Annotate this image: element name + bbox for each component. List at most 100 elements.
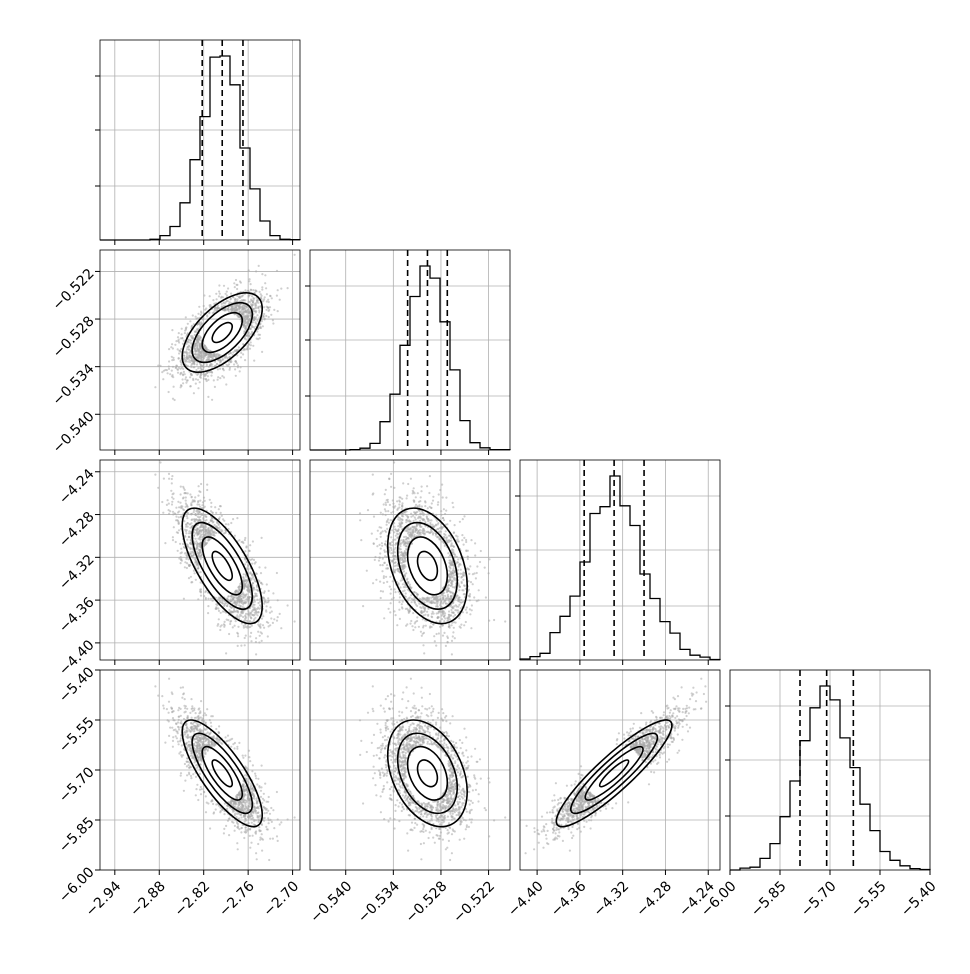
scatter-point <box>243 330 245 332</box>
scatter-point <box>439 598 441 600</box>
scatter-point <box>409 623 411 625</box>
scatter-point <box>401 522 403 524</box>
scatter-point <box>463 572 465 574</box>
scatter-point <box>222 610 224 612</box>
scatter-point <box>195 518 197 520</box>
scatter-point <box>380 536 382 538</box>
scatter-point <box>376 538 378 540</box>
scatter-point <box>444 595 446 597</box>
scatter-point <box>239 300 241 302</box>
scatter-point <box>200 513 202 515</box>
scatter-point <box>405 545 407 547</box>
scatter-point <box>259 337 261 339</box>
scatter-point <box>450 573 452 575</box>
scatter-point <box>167 372 169 374</box>
scatter-point <box>410 516 412 518</box>
scatter-point <box>205 811 207 813</box>
scatter-point <box>445 497 447 499</box>
scatter-point <box>236 517 238 519</box>
scatter-point <box>205 530 207 532</box>
scatter-point <box>396 537 398 539</box>
scatter-point <box>187 379 189 381</box>
scatter-point <box>249 596 251 598</box>
scatter-point <box>256 301 258 303</box>
scatter-point <box>183 357 185 359</box>
scatter-point <box>214 365 216 367</box>
scatter-point <box>262 325 264 327</box>
scatter-point <box>264 590 266 592</box>
panel-content <box>154 663 295 861</box>
scatter-point <box>255 637 257 639</box>
scatter-point <box>428 597 430 599</box>
scatter-point <box>277 840 279 842</box>
scatter-point <box>444 513 446 515</box>
scatter-point <box>445 510 447 512</box>
scatter-point <box>412 629 414 631</box>
scatter-point <box>204 526 206 528</box>
scatter-point <box>440 600 442 602</box>
scatter-point <box>431 502 433 504</box>
scatter-point <box>178 521 180 523</box>
scatter-point <box>433 635 435 637</box>
scatter-point <box>175 519 177 521</box>
scatter-point <box>179 350 181 352</box>
scatter-point <box>210 364 212 366</box>
scatter-point <box>442 598 444 600</box>
scatter-point <box>219 368 221 370</box>
scatter-point <box>372 492 374 494</box>
scatter-point <box>399 496 401 498</box>
scatter-point <box>229 298 231 300</box>
scatter-point <box>393 507 395 509</box>
scatter-point <box>208 538 210 540</box>
scatter-point <box>195 538 197 540</box>
scatter-point <box>180 552 182 554</box>
scatter-point <box>255 613 257 615</box>
scatter-point <box>172 511 174 513</box>
scatter-point <box>194 572 196 574</box>
scatter-point <box>239 583 241 585</box>
scatter-point <box>212 600 214 602</box>
scatter-point <box>401 562 403 564</box>
scatter-point <box>178 506 180 508</box>
scatter-point <box>172 536 174 538</box>
scatter-point <box>261 765 263 767</box>
scatter-point <box>399 586 401 588</box>
scatter-point <box>268 625 270 627</box>
scatter-point <box>402 583 404 585</box>
scatter-point <box>422 518 424 520</box>
scatter-point <box>179 502 181 504</box>
scatter-point <box>180 486 182 488</box>
scatter-point <box>242 606 244 608</box>
scatter-point <box>437 501 439 503</box>
scatter-point <box>453 627 455 629</box>
scatter-point <box>241 306 243 308</box>
scatter-point <box>257 631 259 633</box>
scatter-point <box>204 591 206 593</box>
scatter-point <box>187 526 189 528</box>
scatter-point <box>390 588 392 590</box>
scatter-point <box>226 291 228 293</box>
scatter-point <box>230 293 232 295</box>
scatter-point <box>258 641 260 643</box>
scatter-point <box>252 764 254 766</box>
scatter-point <box>280 627 282 629</box>
scatter-point <box>215 293 217 295</box>
scatter-point <box>395 542 397 544</box>
scatter-point <box>454 554 456 556</box>
scatter-point <box>256 661 258 663</box>
scatter-point <box>258 608 260 610</box>
scatter-point <box>166 708 168 710</box>
scatter-point <box>402 601 404 603</box>
scatter-point <box>260 796 262 798</box>
scatter-point <box>265 287 267 289</box>
scatter-point <box>200 571 202 573</box>
scatter-point <box>373 542 375 544</box>
scatter-point <box>200 314 202 316</box>
scatter-point <box>194 558 196 560</box>
scatter-point <box>245 546 247 548</box>
scatter-point <box>261 351 263 353</box>
scatter-point <box>250 300 252 302</box>
scatter-point <box>392 503 394 505</box>
scatter-point <box>234 298 236 300</box>
scatter-point <box>215 608 217 610</box>
